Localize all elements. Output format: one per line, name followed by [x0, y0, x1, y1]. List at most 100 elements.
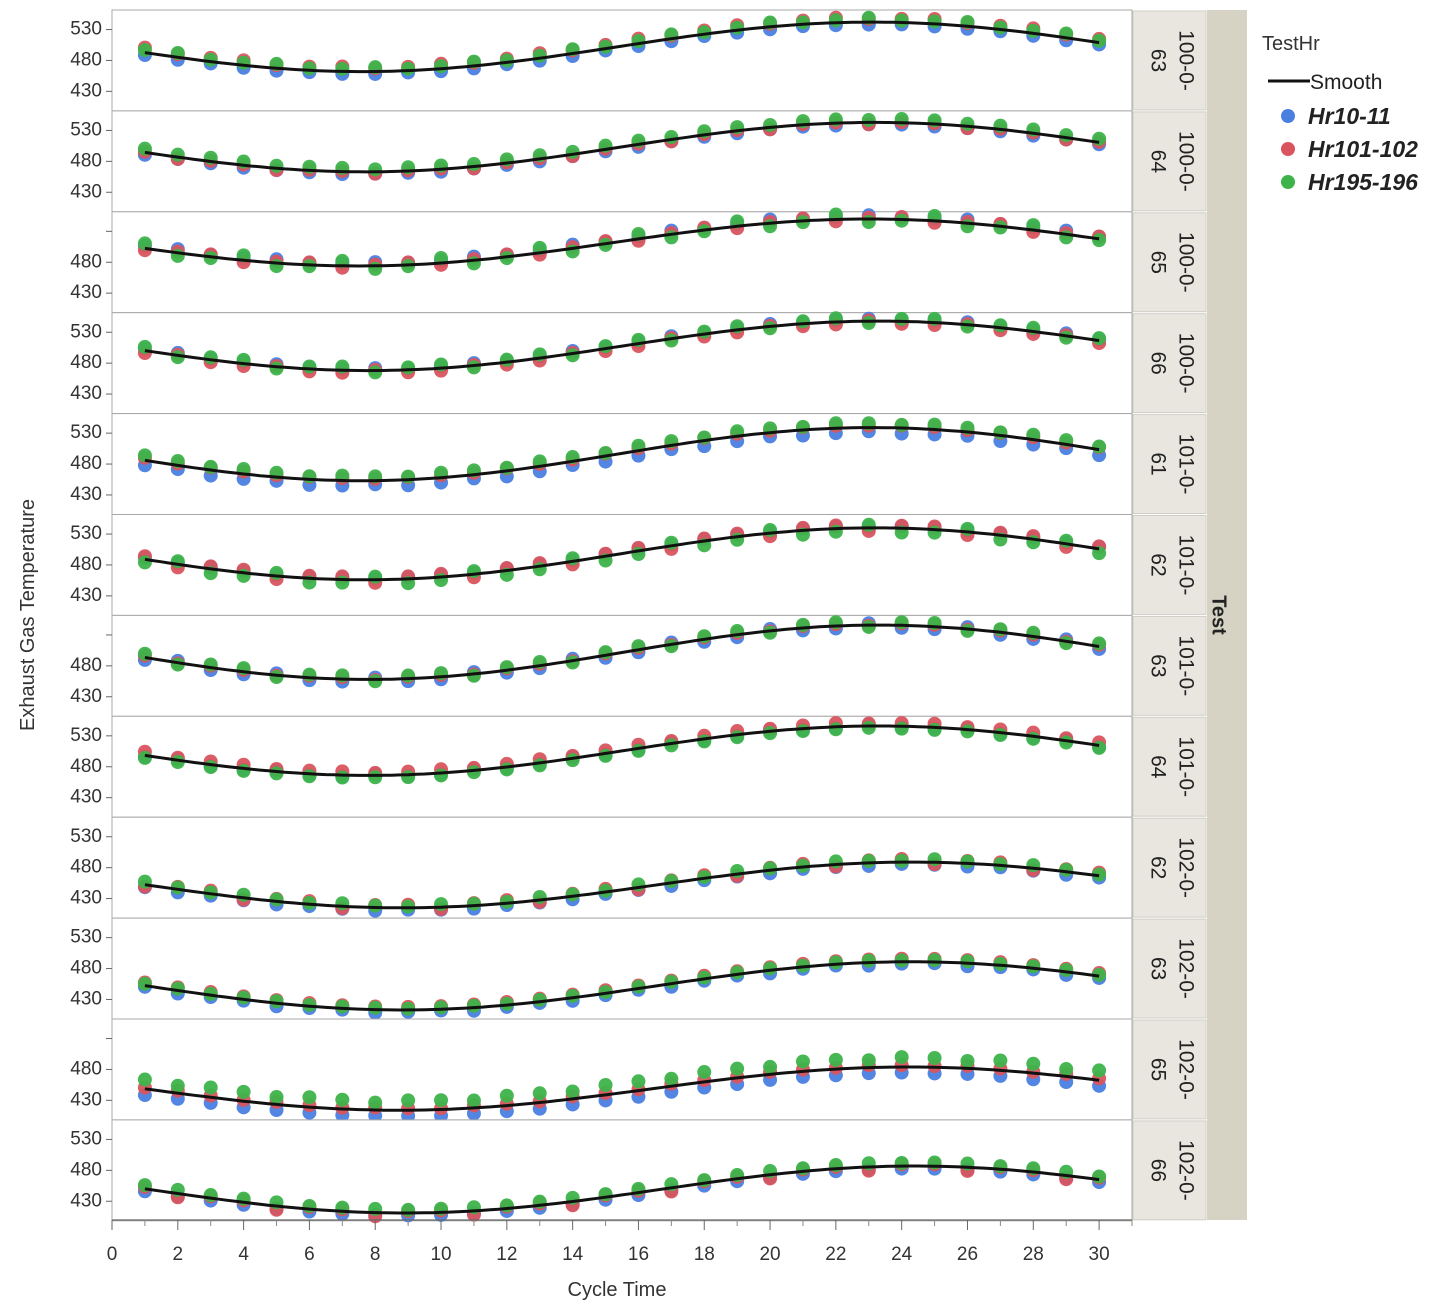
panel-frame: [111, 9, 1133, 112]
legend-label-hr195-196: Hr195-196: [1308, 169, 1418, 195]
data-point-hr195-196: [302, 469, 317, 484]
data-point-hr195-196: [1092, 740, 1107, 755]
panel-strip-test-label: 102-0-: [1174, 1140, 1197, 1201]
smooth-line: [144, 426, 1100, 483]
y-tick-label: 530: [70, 927, 102, 948]
panel-strip-id-label: 62: [1146, 856, 1169, 879]
test-group-band: Test: [1207, 10, 1247, 1220]
y-tick-label: 530: [70, 321, 102, 342]
panel-frame: [111, 816, 1133, 919]
panel-strip: 101-0-63: [1132, 615, 1207, 716]
panel-strip-bg: [1132, 817, 1207, 918]
y-tick-label: 480: [70, 352, 102, 373]
data-point-hr195-196: [434, 768, 449, 783]
x-tick-label: 26: [957, 1244, 978, 1265]
y-tick-label: 530: [70, 725, 102, 746]
panel-strip-test-label: 100-0-: [1174, 131, 1197, 192]
data-point-hr195-196: [828, 524, 843, 539]
data-point-hr195-196: [236, 55, 251, 70]
x-tick-label: 30: [1089, 1244, 1110, 1265]
data-point-hr195-196: [532, 758, 547, 773]
panel-102-0-62: 530 480 430: [70, 816, 1133, 919]
data-point-hr195-196: [828, 722, 843, 737]
data-point-hr195-196: [861, 517, 876, 532]
data-point-hr195-196: [1092, 636, 1107, 651]
y-tick-label: 480: [70, 1159, 102, 1180]
x-tick-label: 2: [173, 1244, 184, 1265]
panel-strip-test-label: 101-0-: [1174, 635, 1197, 696]
panel-strip-test-label: 102-0-: [1174, 1039, 1197, 1100]
data-point-hr195-196: [697, 1065, 712, 1080]
y-tick-label: 430: [70, 383, 102, 404]
data-point-hr195-196: [795, 1054, 810, 1069]
panel-strip-id-label: 63: [1146, 654, 1169, 677]
data-point-hr195-196: [466, 896, 481, 911]
data-point-hr195-196: [894, 615, 909, 630]
data-point-hr195-196: [203, 1080, 218, 1095]
panel-strip-bg: [1132, 1120, 1207, 1221]
panel-101-0-62: 530 480 430: [70, 514, 1133, 616]
panel-strip-bg: [1132, 111, 1207, 212]
panel-strip-id-label: 66: [1146, 1159, 1169, 1182]
data-point-hr195-196: [894, 417, 909, 432]
data-point-hr195-196: [1059, 128, 1074, 143]
legend-marker-hr10-11: [1281, 109, 1295, 123]
data-point-hr195-196: [532, 1086, 547, 1101]
legend-smooth-label: Smooth: [1310, 71, 1382, 94]
data-point-hr195-196: [335, 575, 350, 590]
panel-frame: [111, 413, 1133, 516]
data-point-hr195-196: [335, 999, 350, 1014]
data-point-hr195-196: [466, 157, 481, 172]
panel-strips: 100-0-63100-0-64100-0-65100-0-66101-0-61…: [1132, 10, 1207, 1221]
legend: TestHr Smooth Hr10-11 Hr101-102 Hr195-196: [1262, 33, 1418, 195]
data-point-hr195-196: [434, 897, 449, 912]
y-tick-label: 480: [70, 453, 102, 474]
x-tick-label: 18: [694, 1244, 715, 1265]
y-tick-label: 530: [70, 1128, 102, 1149]
panel-strip-bg: [1132, 515, 1207, 615]
panel-strip-id-label: 65: [1146, 1058, 1169, 1081]
data-point-hr195-196: [434, 1093, 449, 1108]
data-point-hr195-196: [828, 13, 843, 28]
panel-strip: 102-0-63: [1132, 918, 1207, 1019]
data-point-hr195-196: [236, 1084, 251, 1099]
panel-strip-id-label: 64: [1146, 150, 1169, 174]
y-tick-label: 480: [70, 655, 102, 676]
data-point-hr195-196: [861, 1053, 876, 1068]
x-tick-label: 12: [496, 1244, 517, 1265]
y-tick-label: 430: [70, 181, 102, 202]
panel-strip-test-label: 100-0-: [1174, 232, 1197, 293]
y-tick-label: 530: [70, 826, 102, 847]
panel-strip: 101-0-61: [1132, 414, 1207, 515]
y-tick-label: 430: [70, 988, 102, 1009]
y-tick-label: 480: [70, 958, 102, 979]
data-point-hr195-196: [631, 743, 646, 758]
data-point-hr195-196: [861, 316, 876, 331]
panel-102-0-66: 530 480 430: [70, 1119, 1133, 1224]
data-point-hr195-196: [368, 569, 383, 584]
data-point-hr195-196: [368, 261, 383, 276]
x-ticks: 0 2 4 6 8 10 12 14 16 18 20 22 24 26 28 30: [107, 1220, 1133, 1265]
panel-strip-id-label: 65: [1146, 251, 1169, 274]
x-tick-label: 8: [370, 1244, 381, 1265]
data-point-hr195-196: [236, 763, 251, 778]
data-point-hr195-196: [335, 1092, 350, 1107]
x-tick-label: 6: [304, 1244, 315, 1265]
panel-100-0-63: 530 480 430: [70, 9, 1133, 112]
panel-strip-test-label: 100-0-: [1174, 30, 1197, 91]
panel-strip-id-label: 61: [1146, 452, 1169, 475]
panel-101-0-61: 530 480 430: [70, 413, 1133, 516]
x-tick-label: 22: [825, 1244, 846, 1265]
panel-strip-test-label: 102-0-: [1174, 837, 1197, 898]
data-point-hr195-196: [368, 162, 383, 177]
data-point-hr195-196: [927, 722, 942, 737]
data-point-hr195-196: [960, 854, 975, 869]
panel-strip-bg: [1132, 212, 1207, 313]
panel-frame: [111, 514, 1133, 616]
panel-strip: 102-0-66: [1132, 1120, 1207, 1221]
y-tick-label: 430: [70, 484, 102, 505]
data-point-hr195-196: [1092, 1063, 1107, 1078]
data-point-hr195-196: [565, 144, 580, 159]
